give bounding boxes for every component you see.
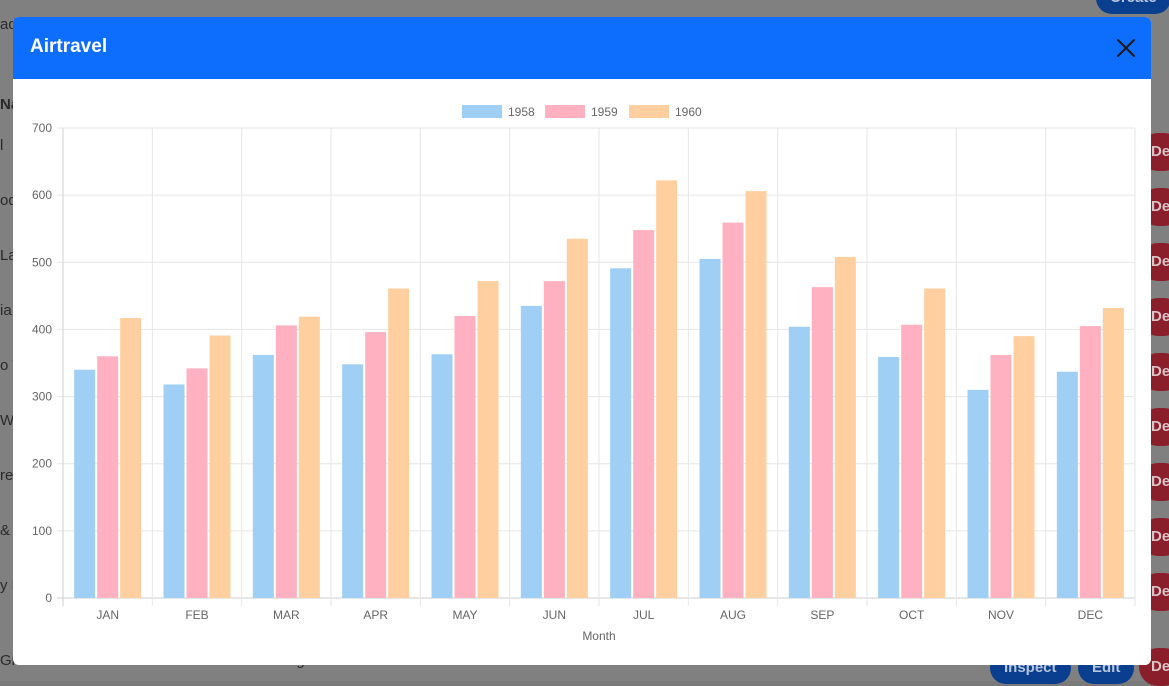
y-tick-label: 0 (45, 591, 52, 605)
x-tick-label: NOV (988, 608, 1014, 622)
y-tick-label: 300 (32, 390, 52, 404)
bar-1958-jun (520, 305, 542, 598)
y-tick-label: 400 (32, 322, 52, 336)
bar-1960-jun (566, 238, 588, 599)
bar-1958-apr (342, 364, 364, 598)
x-tick-label: JAN (96, 608, 119, 622)
x-tick-label: DEC (1078, 608, 1104, 622)
bar-1959-oct (901, 324, 923, 598)
background-header-fragment: ad (0, 16, 17, 33)
bar-1959-dec (1079, 326, 1101, 598)
x-tick-label: MAY (452, 608, 477, 622)
bar-1959-sep (811, 287, 833, 598)
bar-1959-jun (543, 281, 565, 598)
bar-1958-dec (1056, 371, 1078, 598)
y-tick-label: 100 (32, 524, 52, 538)
x-tick-label: MAR (273, 608, 300, 622)
bar-1958-sep (788, 326, 810, 598)
bar-1959-jan (97, 356, 119, 598)
bar-1958-nov (967, 389, 989, 598)
background-row-text: od (0, 192, 17, 209)
bar-1959-jul (633, 230, 655, 599)
bar-1960-jan (120, 318, 142, 598)
x-tick-label: JUN (543, 608, 566, 622)
x-tick-label: FEB (185, 608, 208, 622)
y-tick-label: 500 (32, 255, 52, 269)
bar-1960-nov (1013, 336, 1035, 598)
bar-1959-mar (275, 325, 297, 598)
legend-swatch-1960 (629, 105, 669, 118)
modal-header: Airtravel (13, 17, 1151, 79)
close-icon[interactable] (1115, 37, 1137, 59)
bar-1958-feb (163, 384, 185, 598)
bar-1960-aug (745, 191, 767, 598)
x-tick-label: SEP (810, 608, 834, 622)
bar-chart: 0 100 200 300 400 500 600 700 JAN FEB MAR APR MAY JUN… (32, 105, 1136, 643)
bar-1958-mar (252, 354, 274, 598)
x-tick-label: APR (363, 608, 388, 622)
y-tick-label: 200 (32, 457, 52, 471)
modal-title: Airtravel (30, 36, 108, 57)
bar-1960-jul (656, 180, 678, 598)
bar-1960-dec (1102, 307, 1124, 598)
bar-1960-oct (924, 288, 946, 598)
legend-label-1960: 1960 (675, 105, 702, 119)
bar-1958-may (431, 354, 453, 598)
y-tick-label: 700 (32, 121, 52, 135)
bar-1960-mar (298, 316, 320, 598)
bar-1960-feb (209, 335, 231, 598)
legend-swatch-1958 (462, 105, 502, 118)
bar-1960-may (477, 281, 499, 598)
bar-1959-nov (990, 354, 1012, 598)
x-tick-label: OCT (899, 608, 925, 622)
bar-1959-apr (365, 332, 387, 598)
bar-1958-jan (74, 369, 96, 598)
bar-1959-aug (722, 222, 744, 598)
bar-1959-feb (186, 368, 208, 598)
background-row-text: l (0, 137, 4, 154)
bar-1959-may (454, 316, 476, 598)
create-button[interactable]: Create (1096, 0, 1169, 14)
x-tick-label: AUG (720, 608, 746, 622)
chart-modal: Airtravel 0 100 200 300 400 500 600 700 JAN FEB MA… (13, 17, 1151, 665)
background-row-text: La (0, 247, 17, 264)
bar-1958-aug (699, 258, 721, 598)
legend-swatch-1959 (545, 105, 585, 118)
background-row-text: ia (0, 302, 12, 319)
x-tick-label: JUL (633, 608, 655, 622)
bar-1958-oct (878, 356, 900, 598)
x-axis-label: Month (582, 629, 615, 643)
legend-label-1959: 1959 (591, 105, 618, 119)
bar-1960-sep (834, 256, 856, 598)
background-row-text: re (0, 467, 14, 484)
bar-1958-jul (610, 268, 632, 598)
y-tick-label: 600 (32, 188, 52, 202)
bar-1960-apr (388, 288, 410, 598)
legend-label-1958: 1958 (508, 105, 535, 119)
